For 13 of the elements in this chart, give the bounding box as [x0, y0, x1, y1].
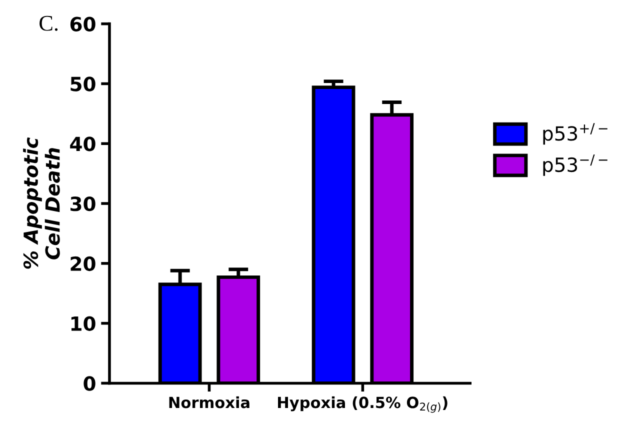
- y-tick-label: 0: [84, 376, 96, 391]
- y-tick-label: 10: [71, 316, 96, 331]
- legend-label: p53$^{−/−}$: [543, 154, 608, 176]
- y-tick-label: 20: [70, 256, 96, 272]
- x-tick-label: Hypoxia (0.5% O$_{2(g)}$): [278, 396, 448, 413]
- y-tick-label: 60: [70, 16, 96, 32]
- y-axis-title: % Apoptotic Cell Death: [23, 137, 60, 269]
- text: C.: [40, 16, 58, 31]
- y-tick-label: 30: [70, 196, 96, 212]
- x-tick-label: Normoxia: [169, 396, 250, 408]
- y-tick-label: 40: [70, 136, 96, 152]
- legend-label: p53$^{+/−}$: [543, 123, 608, 145]
- y-tick-label: 50: [70, 76, 96, 92]
